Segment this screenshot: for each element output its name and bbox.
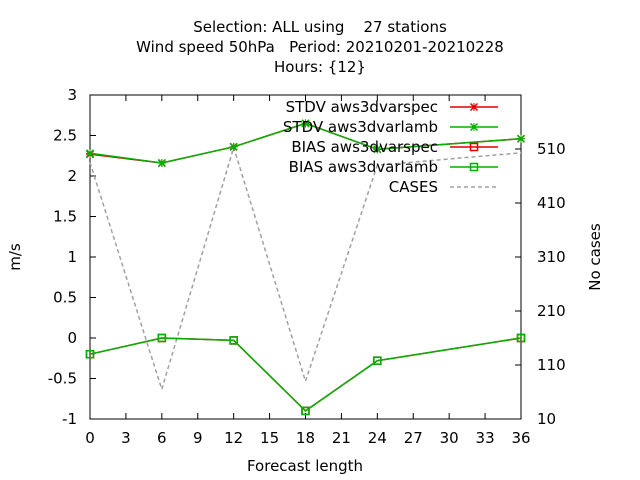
y-tick-label: 1.5 xyxy=(53,208,77,226)
legend-label: BIAS aws3dvarspec xyxy=(291,138,438,156)
data-point xyxy=(85,149,95,158)
series-line xyxy=(89,337,522,412)
chart-title-line-1: Selection: ALL using 27 stations xyxy=(193,18,447,36)
data-point xyxy=(373,356,382,365)
legend-label: STDV aws3dvarspec xyxy=(286,98,438,116)
data-point xyxy=(229,336,238,345)
x-tick-label: 24 xyxy=(368,429,387,447)
y-axis-label: m/s xyxy=(6,243,24,271)
x-tick-label: 15 xyxy=(260,429,279,447)
legend-entry: CASES xyxy=(389,178,498,196)
chart-title-line-3: Hours: {12} xyxy=(274,58,366,76)
y2-tick-label: 110 xyxy=(537,356,566,374)
legend-label: BIAS aws3dvarlamb xyxy=(289,158,438,176)
x-tick-label: 3 xyxy=(121,429,131,447)
x-tick-label: 0 xyxy=(85,429,95,447)
data-point xyxy=(157,159,166,168)
y2-tick-label: 510 xyxy=(537,140,566,158)
series-line xyxy=(89,122,522,164)
legend-entry: BIAS aws3dvarlamb xyxy=(289,158,498,176)
y-tick-label: -0.5 xyxy=(48,370,77,388)
series-1 xyxy=(85,119,526,168)
y-tick-label: 2.5 xyxy=(53,127,77,145)
series-3 xyxy=(85,333,526,416)
y-tick-label: 2 xyxy=(67,167,77,185)
data-point xyxy=(516,134,526,143)
legend-entry: STDV aws3dvarspec xyxy=(286,98,498,116)
data-point xyxy=(301,406,310,416)
data-point xyxy=(157,333,167,343)
y-tick-label: 0 xyxy=(67,329,77,347)
legend-sample-marker xyxy=(469,162,479,172)
y-tick-label: 3 xyxy=(67,86,77,104)
data-point xyxy=(85,349,95,359)
legend-sample-marker xyxy=(469,102,479,112)
series-4 xyxy=(89,144,522,392)
y2-tick-label: 410 xyxy=(537,194,566,212)
y2-tick-label: 10 xyxy=(537,410,556,428)
legend-label: STDV aws3dvarlamb xyxy=(283,118,438,136)
y-tick-label: 1 xyxy=(67,248,77,266)
series-line xyxy=(89,144,522,392)
x-axis-label: Forecast length xyxy=(247,457,363,475)
chart-title-line-2: Wind speed 50hPa Period: 20210201-202102… xyxy=(136,38,504,56)
legend-sample-marker xyxy=(469,122,479,132)
y-tick-label: -1 xyxy=(62,410,77,428)
y-tick-label: 0.5 xyxy=(53,289,77,307)
legend-sample-marker xyxy=(469,142,479,152)
x-tick-label: 18 xyxy=(296,429,315,447)
data-point xyxy=(373,145,382,154)
data-point xyxy=(516,333,526,343)
legend-label: CASES xyxy=(389,178,438,196)
x-tick-label: 9 xyxy=(193,429,203,447)
data-point xyxy=(301,119,310,128)
x-tick-label: 33 xyxy=(476,429,495,447)
y2-tick-label: 210 xyxy=(537,302,566,320)
x-tick-label: 36 xyxy=(511,429,530,447)
x-tick-label: 6 xyxy=(157,429,167,447)
series-2 xyxy=(85,333,526,416)
y2-axis-label: No cases xyxy=(586,223,604,291)
data-point xyxy=(229,142,238,151)
x-tick-label: 21 xyxy=(332,429,351,447)
legend-entry: STDV aws3dvarlamb xyxy=(283,118,498,136)
x-tick-label: 12 xyxy=(224,429,243,447)
y2-tick-label: 310 xyxy=(537,248,566,266)
x-tick-label: 27 xyxy=(404,429,423,447)
legend-entry: BIAS aws3dvarspec xyxy=(291,138,498,156)
x-tick-label: 30 xyxy=(440,429,459,447)
